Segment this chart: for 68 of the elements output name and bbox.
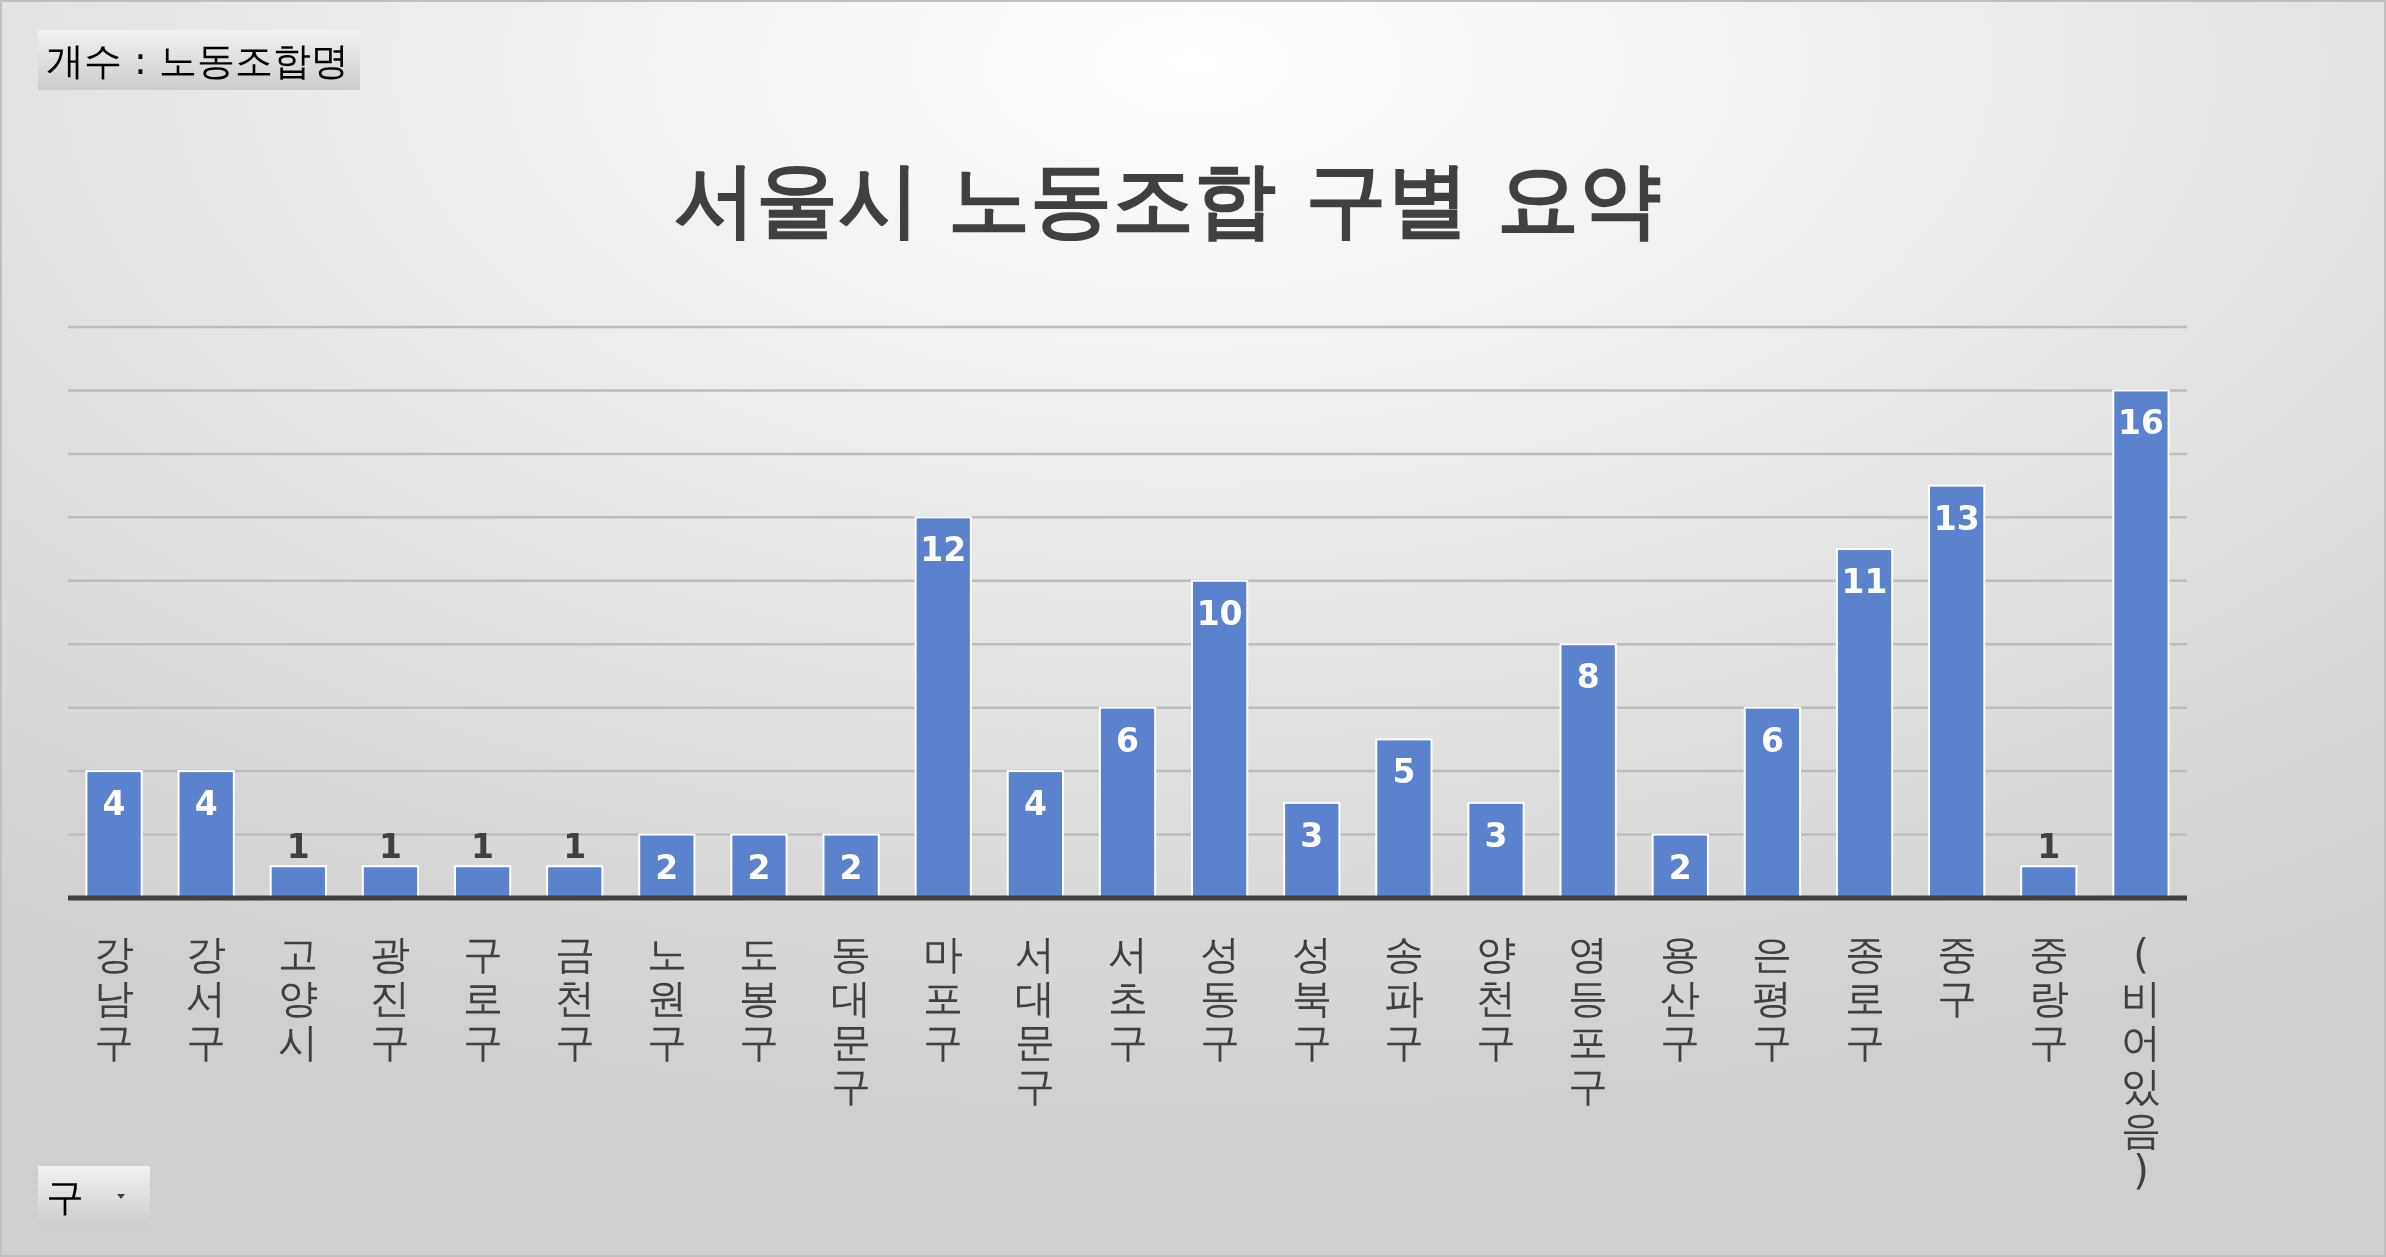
data-label: 2 — [747, 847, 771, 887]
x-tick-label: 성북구 — [1291, 931, 1332, 1065]
data-label: 1 — [563, 827, 587, 867]
x-tick-label: (비어 있음) — [2120, 931, 2161, 1193]
x-tick-label: 용산구 — [1660, 931, 1701, 1065]
data-label: 1 — [2037, 827, 2061, 867]
bar — [453, 865, 512, 899]
text: 개수 : 노동조합명 — [46, 39, 349, 83]
data-label: 4 — [194, 784, 218, 824]
x-tick-label: 노원구 — [646, 931, 687, 1065]
x-tick-label: 송파구 — [1383, 931, 1424, 1065]
data-label: 10 — [1196, 593, 1243, 633]
data-label: 6 — [1116, 720, 1139, 760]
data-label: 1 — [378, 827, 402, 867]
data-label: 11 — [1841, 562, 1888, 602]
x-tick-label: 성동구 — [1199, 931, 1240, 1065]
data-label: 5 — [1392, 752, 1416, 792]
data-label: 12 — [920, 530, 967, 570]
x-tick-label: 고양시 — [278, 931, 319, 1065]
bar — [1743, 706, 1802, 899]
bar — [85, 770, 143, 899]
bar — [1283, 801, 1341, 899]
x-tick-label: 양천구 — [1476, 931, 1517, 1065]
bar — [269, 865, 327, 899]
data-label: 2 — [655, 847, 679, 887]
x-tick-label: 동대문구 — [831, 931, 872, 1109]
data-label: 6 — [1760, 720, 1784, 760]
data-label: 3 — [1484, 815, 1508, 855]
data-label: 1 — [286, 827, 310, 867]
x-tick-label: 강남구 — [94, 931, 135, 1065]
data-label: 4 — [1023, 784, 1047, 824]
x-tick-label: 은평구 — [1752, 931, 1793, 1065]
bar — [1006, 770, 1065, 899]
x-tick-label: 영등포구 — [1568, 931, 1609, 1109]
text: 구 — [46, 1175, 84, 1219]
x-tick-label: 중랑구 — [2028, 931, 2069, 1065]
data-label: 2 — [1668, 847, 1692, 887]
x-tick-label: 도봉구 — [738, 931, 779, 1065]
bar — [1467, 801, 1525, 899]
data-label: 4 — [102, 784, 126, 824]
x-tick-label: 광진구 — [370, 931, 411, 1065]
bar — [177, 770, 235, 899]
data-label: 3 — [1300, 815, 1324, 855]
x-tick-label: 구로구 — [462, 931, 503, 1065]
x-tick-label: 중구 — [1936, 931, 1977, 1021]
data-label: 16 — [2117, 403, 2164, 443]
bar — [914, 516, 972, 899]
x-tick-label: 종로구 — [1844, 931, 1885, 1065]
bar — [1928, 484, 1986, 899]
bar — [1098, 706, 1157, 899]
bar — [2020, 865, 2078, 899]
bar — [1190, 579, 1249, 899]
x-tick-label: 강서구 — [186, 931, 227, 1065]
x-tick-label: 서초구 — [1107, 931, 1148, 1065]
data-label: 13 — [1933, 498, 1980, 538]
bar — [1375, 738, 1433, 899]
chart-title: 서울시 노동조합 구별 요약 — [673, 152, 1662, 247]
bar — [361, 865, 420, 899]
x-tick-label: 서대문구 — [1015, 931, 1056, 1109]
data-label: 1 — [471, 827, 495, 867]
bar — [1559, 643, 1617, 899]
x-tick-label: 마포구 — [923, 931, 964, 1065]
data-label: 8 — [1576, 657, 1600, 697]
bar — [2112, 389, 2170, 899]
bar — [546, 865, 604, 899]
data-label: 2 — [839, 847, 863, 887]
x-tick-label: 금천구 — [554, 931, 595, 1065]
bar — [1835, 548, 1894, 899]
